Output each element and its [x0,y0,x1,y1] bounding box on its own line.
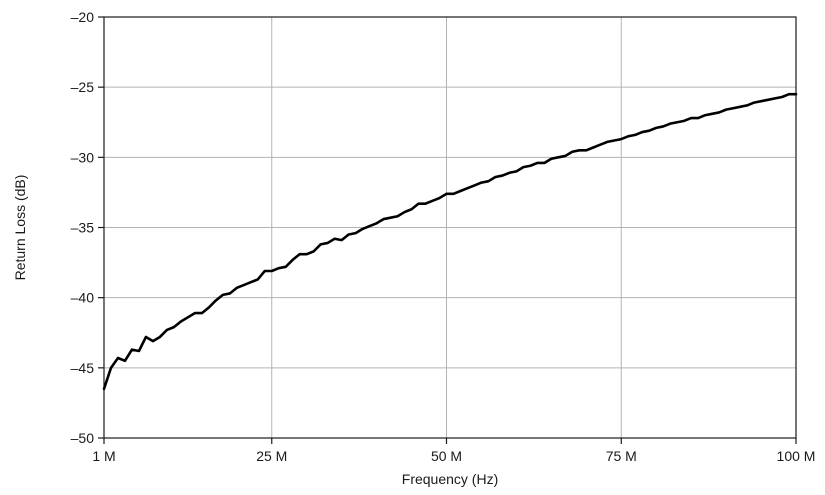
y-tick-label: –30 [71,149,95,165]
y-tick-label: –50 [71,430,95,446]
y-tick-label: –40 [71,290,95,306]
y-tick-label: –35 [71,220,95,236]
x-tick-label: 1 M [92,448,115,464]
x-tick-label: 25 M [256,448,287,464]
series-line-return-loss [102,92,798,391]
x-tick-label: 50 M [431,448,462,464]
x-tick-label: 100 M [777,448,816,464]
y-tick-label: –45 [71,360,95,376]
x-axis-title: Frequency (Hz) [402,471,498,487]
y-axis-title: Return Loss (dB) [12,175,28,281]
x-axis: 1 M 25 M 50 M 75 M 100 M [92,438,815,464]
grid-lines [103,16,797,439]
y-tick-label: –20 [71,9,95,25]
y-axis: –20 –25 –30 –35 –40 –45 –50 [71,9,104,446]
y-tick-label: –25 [71,79,95,95]
x-tick-label: 75 M [606,448,637,464]
